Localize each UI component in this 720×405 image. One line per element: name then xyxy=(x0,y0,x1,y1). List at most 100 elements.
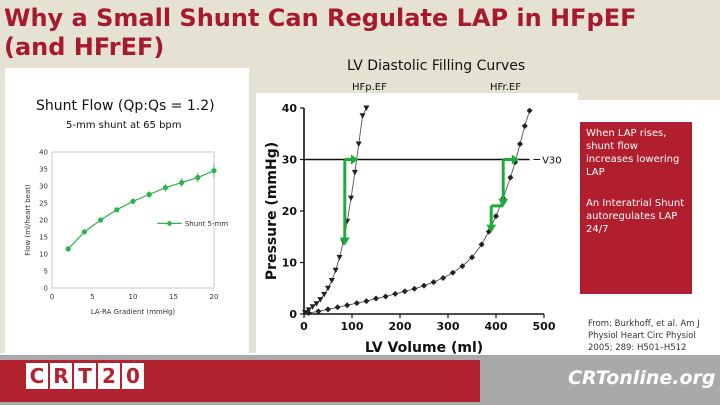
hfref-data-point xyxy=(459,263,466,270)
shunt-y-tick: 5 xyxy=(44,268,48,276)
hfpef-data-point xyxy=(348,195,355,202)
shunt-y-tick: 10 xyxy=(39,251,48,259)
shunt-y-tick: 25 xyxy=(39,200,48,208)
hfref-data-point xyxy=(353,300,360,307)
lv-y-tick: 30 xyxy=(282,154,298,167)
lv-y-axis-label: Pressure (mmHg) xyxy=(264,142,280,280)
shunt-y-tick: 15 xyxy=(39,234,48,242)
hfref-data-point xyxy=(401,288,408,295)
shunt-data-point xyxy=(195,174,201,181)
lv-y-tick: 10 xyxy=(282,257,298,270)
hfref-data-point xyxy=(325,306,331,313)
hfref-data-point xyxy=(469,254,475,261)
crtonline-logo: CRTonline.org xyxy=(568,367,716,389)
hfpef-data-point xyxy=(355,141,362,148)
callout-text-2: An Interatrial Shunt autoregulates LAP 2… xyxy=(586,198,685,235)
hfref-data-point xyxy=(344,302,351,309)
hfref-arrow-tip xyxy=(511,154,519,165)
crtonline-logo-main: CRTonline xyxy=(568,367,673,389)
hfref-data-point xyxy=(421,282,427,289)
hfpef-arrow-tip xyxy=(351,154,358,165)
callout-box: When LAP rises, shunt flow increases low… xyxy=(580,122,692,294)
hfref-data-point xyxy=(430,279,437,286)
hfref-data-point xyxy=(373,295,379,302)
hfpef-data-point xyxy=(332,267,339,274)
hfpef-data-point xyxy=(363,105,370,111)
hfref-data-point xyxy=(334,304,341,311)
shunt-chart-subtitle: 5-mm shunt at 65 bpm xyxy=(66,120,182,131)
callout-text-1: When LAP rises, shunt flow increases low… xyxy=(586,128,680,178)
crt-logo-letter: C xyxy=(26,363,48,389)
hfref-data-point xyxy=(315,308,322,315)
hfref-data-point xyxy=(517,141,523,148)
hfpef-data-point xyxy=(336,254,343,261)
lv-x-tick: 400 xyxy=(485,320,508,333)
shunt-x-tick: 10 xyxy=(129,293,138,301)
hfref-data-point xyxy=(478,241,485,248)
crt-logo-letter: T xyxy=(74,363,96,389)
shunt-y-tick: 0 xyxy=(44,285,48,293)
shunt-data-point xyxy=(179,180,185,186)
hfpef-data-point xyxy=(325,285,331,292)
hfref-data-point xyxy=(521,123,528,130)
shunt-flow-chart: 0 5 10 15 20 25 30 35 40 0 5 10 15 20 LA-RA Gradient (… xyxy=(24,149,229,317)
shunt-y-tick: 20 xyxy=(39,217,48,225)
hfref-arrow-down-2-head xyxy=(486,224,497,233)
shunt-y-tick: 30 xyxy=(39,183,48,191)
hfpef-data-point xyxy=(313,301,320,307)
shunt-x-tick: 15 xyxy=(169,293,178,301)
shunt-data-point xyxy=(98,217,104,223)
shunt-x-tick: 20 xyxy=(210,293,219,301)
crt-logo-letter: R xyxy=(50,363,72,389)
hfpef-data-point xyxy=(328,278,335,284)
hfpef-curve xyxy=(304,107,367,313)
shunt-x-axis-label: LA-RA Gradient (mmHg) xyxy=(91,308,176,316)
hfpef-data-point xyxy=(309,304,316,310)
source-citation: From: Burkhoff, et al. Am J Physiol Hear… xyxy=(588,319,700,353)
hfref-data-point xyxy=(363,298,370,305)
lv-x-tick: 300 xyxy=(437,320,460,333)
lv-v30-label: V30 xyxy=(542,156,562,167)
shunt-data-point xyxy=(65,246,71,252)
crt-logo-letter: 0 xyxy=(122,363,144,389)
hfref-data-point xyxy=(382,293,389,300)
hfref-arrow-down-1-head xyxy=(498,198,509,207)
crt-logo-letter: 2 xyxy=(98,363,120,389)
hfpef-data-point xyxy=(359,113,366,119)
crtonline-logo-suffix: .org xyxy=(672,367,716,389)
shunt-chart-title: Shunt Flow (Qp:Qs = 1.2) xyxy=(36,98,215,114)
shunt-legend-label: Shunt 5-mm xyxy=(185,220,229,228)
hfref-label: HFr.EF xyxy=(490,82,521,93)
hfpef-arrow-down-head xyxy=(339,237,350,246)
hfref-data-point xyxy=(493,213,499,220)
shunt-data-point xyxy=(146,191,152,198)
footer-right-panel xyxy=(480,355,720,405)
hfref-data-point xyxy=(507,174,514,181)
hfpef-label: HFp.EF xyxy=(352,82,387,93)
hfref-data-point xyxy=(449,269,456,276)
shunt-y-tick: 35 xyxy=(39,166,48,174)
hfref-curve xyxy=(308,110,531,314)
left-panel xyxy=(5,68,249,353)
lv-x-tick: 200 xyxy=(389,320,412,333)
shunt-data-point xyxy=(81,229,87,235)
shunt-y-axis-label: Flow (ml/heart beat) xyxy=(24,184,32,256)
hfpef-data-point xyxy=(317,297,324,303)
hfpef-data-point xyxy=(301,309,308,316)
shunt-data-point xyxy=(130,198,136,204)
shunt-x-tick: 5 xyxy=(90,293,94,301)
hfref-data-point xyxy=(305,309,312,316)
shunt-series-line xyxy=(67,170,215,250)
shunt-data-point xyxy=(211,168,217,174)
hfpef-data-point xyxy=(351,169,358,176)
lv-x-tick: 100 xyxy=(341,320,364,333)
lv-chart-title: LV Diastolic Filling Curves xyxy=(347,58,526,74)
lv-y-tick: 20 xyxy=(282,205,298,218)
lv-x-tick: 0 xyxy=(300,320,308,333)
lv-x-axis-label: LV Volume (ml) xyxy=(365,340,483,356)
hfref-data-point xyxy=(411,285,418,292)
